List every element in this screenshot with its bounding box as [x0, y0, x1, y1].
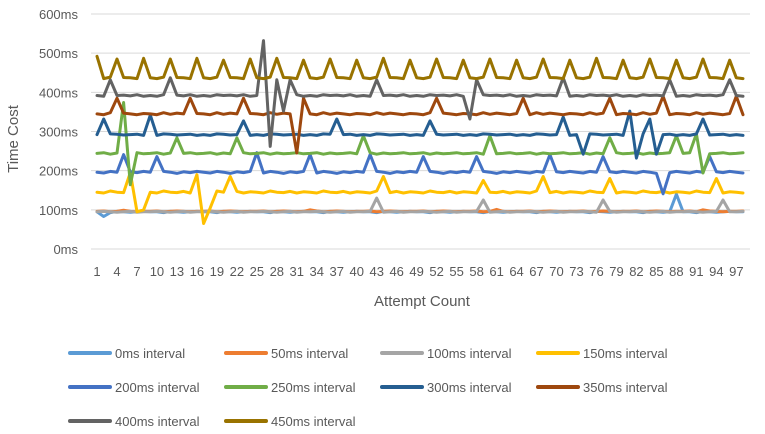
legend: 0ms interval 50ms interval 100ms interval 1…	[68, 346, 668, 429]
x-tick-label: 64	[509, 264, 523, 279]
y-tick-label: 400ms	[39, 85, 79, 100]
legend-label: 450ms interval	[271, 414, 356, 429]
series-line-350ms-interval	[95, 94, 745, 155]
x-tick-label: 49	[409, 264, 423, 279]
y-axis-title: Time Cost	[5, 104, 22, 173]
x-tick-label: 61	[489, 264, 503, 279]
y-tick-label: 600ms	[39, 7, 79, 22]
legend-label: 150ms interval	[583, 346, 668, 361]
x-tick-label: 31	[290, 264, 304, 279]
x-tick-label: 88	[669, 264, 683, 279]
x-tick-label: 4	[113, 264, 120, 279]
x-tick-label: 10	[150, 264, 164, 279]
x-tick-label: 82	[629, 264, 643, 279]
series-line-300ms-interval	[95, 109, 745, 160]
legend-label: 200ms interval	[115, 380, 200, 395]
y-tick-label: 0ms	[53, 242, 78, 257]
x-tick-label: 37	[330, 264, 344, 279]
x-tick-label: 97	[729, 264, 743, 279]
legend-label: 50ms interval	[271, 346, 348, 361]
x-tick-label: 67	[529, 264, 543, 279]
x-tick-label: 22	[230, 264, 244, 279]
x-tick-label: 43	[369, 264, 383, 279]
series-line-400ms-interval	[95, 39, 745, 148]
x-tick-label: 25	[250, 264, 264, 279]
x-tick-label: 70	[549, 264, 563, 279]
x-tick-label: 55	[449, 264, 463, 279]
y-tick-label: 500ms	[39, 46, 79, 61]
x-tick-label: 58	[469, 264, 483, 279]
x-tick-label: 91	[689, 264, 703, 279]
x-tick-label: 73	[569, 264, 583, 279]
x-tick-label: 16	[190, 264, 204, 279]
x-tick-label: 1	[93, 264, 100, 279]
x-tick-label: 13	[170, 264, 184, 279]
x-tick-label: 85	[649, 264, 663, 279]
x-tick-label: 79	[609, 264, 623, 279]
legend-label: 350ms interval	[583, 380, 668, 395]
x-tick-label: 52	[429, 264, 443, 279]
y-tick-label: 300ms	[39, 125, 79, 140]
legend-label: 250ms interval	[271, 380, 356, 395]
legend-label: 300ms interval	[427, 380, 512, 395]
legend-label: 0ms interval	[115, 346, 185, 361]
x-tick-label: 76	[589, 264, 603, 279]
series-line-100ms-interval	[95, 196, 745, 214]
series-line-150ms-interval	[95, 171, 745, 225]
x-tick-label: 28	[270, 264, 284, 279]
legend-label: 100ms interval	[427, 346, 512, 361]
x-axis-title: Attempt Count	[374, 293, 471, 310]
x-tick-label: 40	[349, 264, 363, 279]
series-line-450ms-interval	[95, 54, 745, 81]
y-tick-label: 100ms	[39, 203, 79, 218]
x-axis-tick-labels: 1 4 7 10 13 16 19 22 25 28 31 34 37 40 43 46 49 52 55 58 61 6…	[93, 264, 743, 279]
legend-label: 400ms interval	[115, 414, 200, 429]
x-tick-label: 34	[310, 264, 324, 279]
series-lines	[95, 39, 745, 225]
y-tick-label: 200ms	[39, 164, 79, 179]
y-axis-tick-labels: 0ms 100ms 200ms 300ms 400ms 500ms 600ms	[39, 7, 79, 257]
x-tick-label: 19	[210, 264, 224, 279]
x-tick-label: 46	[389, 264, 403, 279]
series-line-200ms-interval	[95, 151, 745, 196]
x-tick-label: 94	[709, 264, 723, 279]
x-tick-label: 7	[133, 264, 140, 279]
